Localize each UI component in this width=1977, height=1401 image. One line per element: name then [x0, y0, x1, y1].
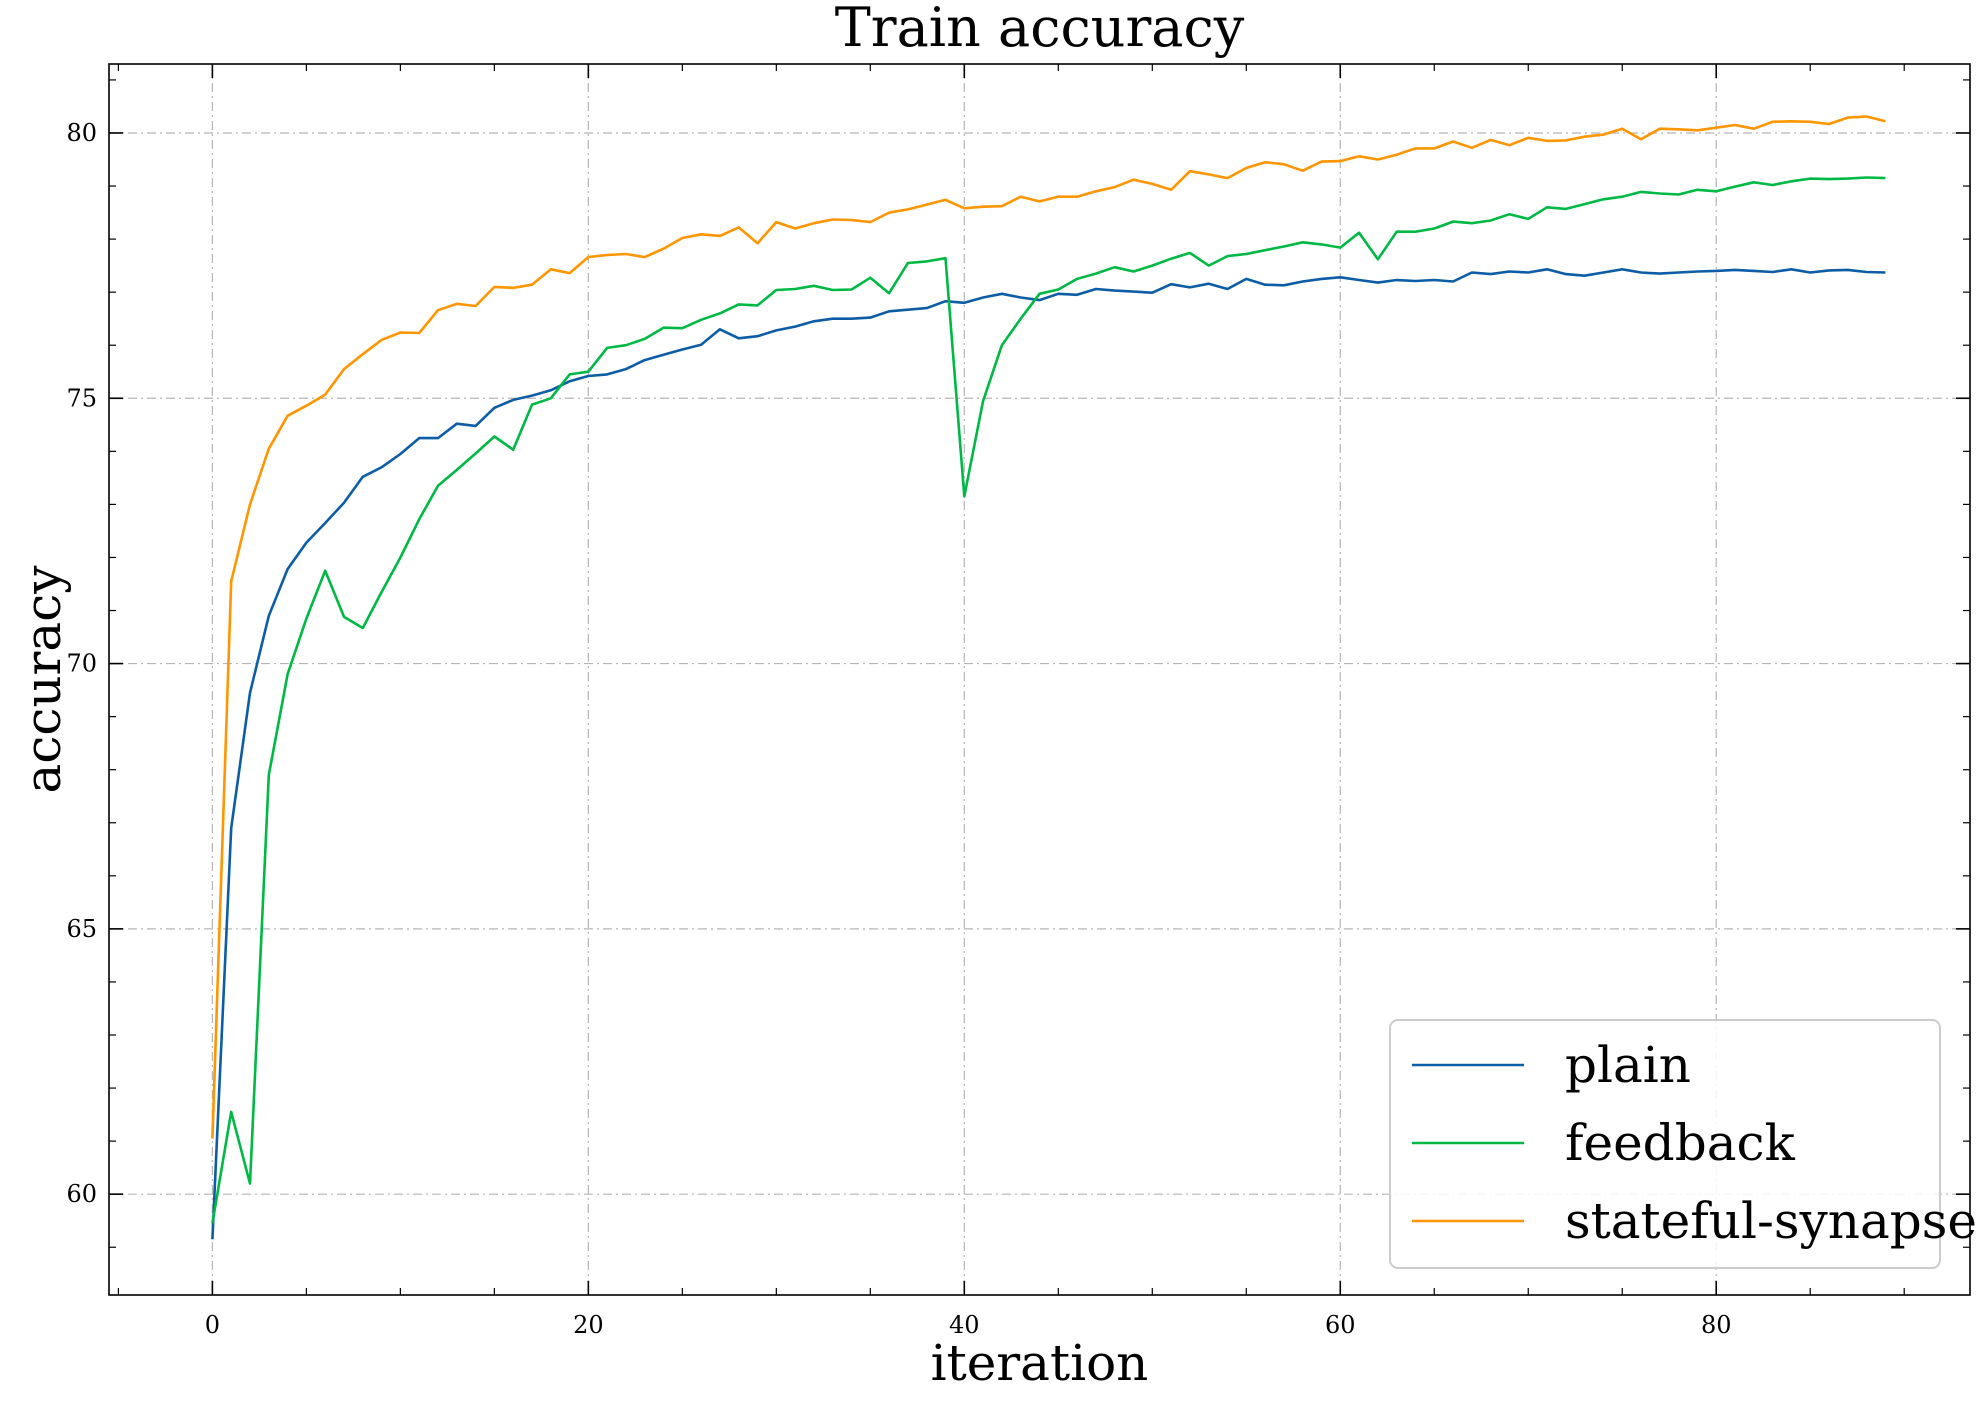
y-axis-label: accuracy: [14, 565, 72, 794]
series-line-stateful-synapse: [211, 115, 1886, 1139]
plot-frame: [108, 63, 1971, 1296]
x-tick-label: 20: [573, 1311, 604, 1339]
y-tick-label: 60: [66, 1180, 97, 1208]
x-tick-label: 0: [205, 1311, 220, 1339]
legend: plain feedback stateful-synapse: [1389, 1019, 1977, 1269]
y-tick-label: 75: [66, 384, 97, 412]
legend-label-stateful-synapse: stateful-synapse: [1565, 1192, 1977, 1250]
series-line-plain: [211, 267, 1886, 1240]
y-tick-label: 80: [66, 119, 97, 147]
axis-ticks: 0 20 40 60 80 60 65 70 75 80: [66, 64, 1970, 1339]
grid: [109, 64, 1970, 1295]
y-tick-label: 65: [66, 915, 97, 943]
y-tick-label: 70: [66, 650, 97, 678]
series-lines: [211, 115, 1886, 1240]
x-axis-label: iteration: [931, 1334, 1149, 1392]
legend-frame: [1389, 1019, 1941, 1269]
x-tick-label: 60: [1325, 1311, 1356, 1339]
legend-label-feedback: feedback: [1565, 1114, 1796, 1172]
x-tick-label: 80: [1701, 1311, 1732, 1339]
series-line-feedback: [211, 176, 1886, 1224]
x-tick-label: 40: [949, 1311, 980, 1339]
chart-title: Train accuracy: [835, 0, 1245, 59]
legend-label-plain: plain: [1565, 1036, 1691, 1094]
